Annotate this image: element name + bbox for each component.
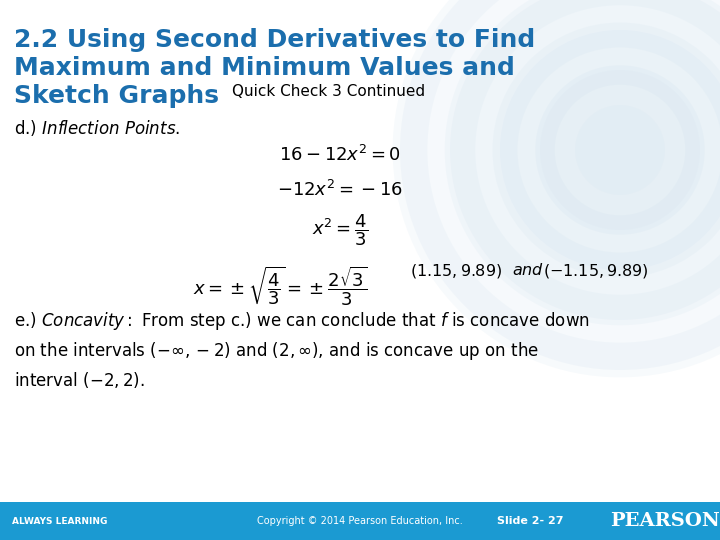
Text: 2.2 Using Second Derivatives to Find: 2.2 Using Second Derivatives to Find [14,28,535,52]
Text: $\mathit{and}$: $\mathit{and}$ [512,262,544,279]
Text: $-12x^{2}=-16$: $-12x^{2}=-16$ [277,180,403,200]
Text: Copyright © 2014 Pearson Education, Inc.: Copyright © 2014 Pearson Education, Inc. [257,516,463,526]
Circle shape [540,70,700,230]
Text: $x^{2}=\dfrac{4}{3}$: $x^{2}=\dfrac{4}{3}$ [312,212,368,248]
Text: ALWAYS LEARNING: ALWAYS LEARNING [12,516,107,525]
Text: Sketch Graphs: Sketch Graphs [14,84,219,108]
Text: on the intervals $(-\infty,-2)$ and $(2,\infty)$, and is concave up on the: on the intervals $(-\infty,-2)$ and $(2,… [14,340,539,362]
Bar [0,502,720,540]
Text: $(1.15, 9.89)$: $(1.15, 9.89)$ [410,262,503,280]
Circle shape [575,105,665,195]
Text: Slide 2- 27: Slide 2- 27 [497,516,563,526]
Text: e.) $\mathit{Concavity:}$ From step c.) we can conclude that $f$ is concave down: e.) $\mathit{Concavity:}$ From step c.) … [14,310,590,332]
Text: interval $(-2,2)$.: interval $(-2,2)$. [14,370,145,390]
Text: PEARSON: PEARSON [610,512,720,530]
Text: Quick Check 3 Continued: Quick Check 3 Continued [232,84,425,99]
Text: Maximum and Minimum Values and: Maximum and Minimum Values and [14,56,515,80]
Text: $(-1.15, 9.89)$: $(-1.15, 9.89)$ [543,262,649,280]
Circle shape [400,0,720,370]
Text: $x=\pm\sqrt{\dfrac{4}{3}}=\pm\dfrac{2\sqrt{3}}{3}$: $x=\pm\sqrt{\dfrac{4}{3}}=\pm\dfrac{2\sq… [193,265,367,308]
Text: $16-12x^{2}=0$: $16-12x^{2}=0$ [279,145,401,165]
Text: d.) $\mathit{Inflection\ Points.}$: d.) $\mathit{Inflection\ Points.}$ [14,118,180,138]
Circle shape [450,0,720,320]
Circle shape [500,30,720,270]
